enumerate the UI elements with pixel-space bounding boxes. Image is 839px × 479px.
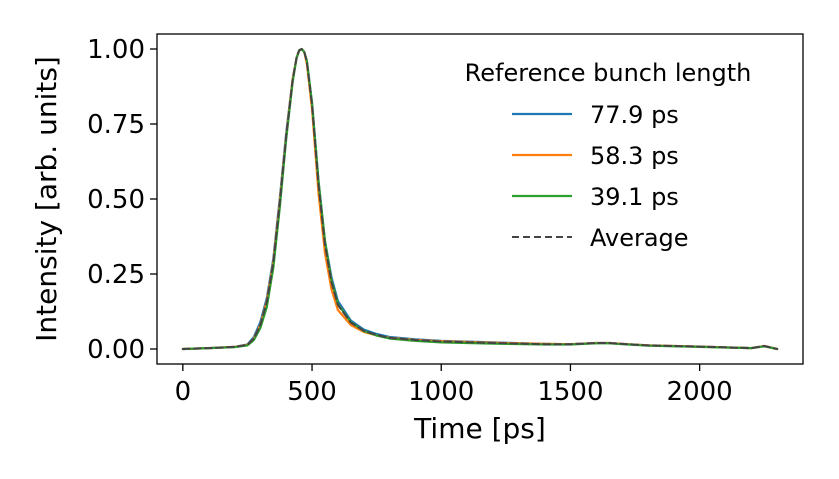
legend-title: Reference bunch length	[465, 59, 752, 87]
legend: Reference bunch length 77.9 ps 58.3 ps 39.…	[465, 59, 752, 252]
x-tick-label: 2000	[667, 377, 733, 407]
x-axis: 0 500 1000 1500 2000	[175, 364, 733, 407]
legend-label: 39.1 ps	[590, 183, 679, 211]
y-tick-label: 0.25	[87, 260, 145, 290]
y-tick-label: 1.00	[87, 35, 145, 65]
x-tick-label: 500	[287, 377, 337, 407]
y-axis-label: Intensity [arb. units]	[30, 56, 63, 342]
series-line	[181, 47, 779, 351]
x-tick-label: 0	[175, 377, 192, 407]
series-line	[181, 47, 779, 351]
legend-items: 77.9 ps 58.3 ps 39.1 ps Average	[512, 101, 689, 252]
y-tick-label: 0.75	[87, 110, 145, 140]
legend-label: 58.3 ps	[590, 142, 679, 170]
y-axis: 0.00 0.25 0.50 0.75 1.00	[87, 35, 157, 365]
series-line	[181, 47, 779, 351]
x-tick-label: 1000	[408, 377, 474, 407]
series-layer	[181, 47, 779, 351]
legend-label: 77.9 ps	[590, 101, 679, 129]
x-tick-label: 1500	[537, 377, 603, 407]
series-line	[181, 48, 779, 350]
y-tick-label: 0.50	[87, 185, 145, 215]
x-axis-label: Time [ps]	[413, 412, 546, 445]
y-tick-label: 0.00	[87, 335, 145, 365]
legend-label: Average	[590, 224, 689, 252]
